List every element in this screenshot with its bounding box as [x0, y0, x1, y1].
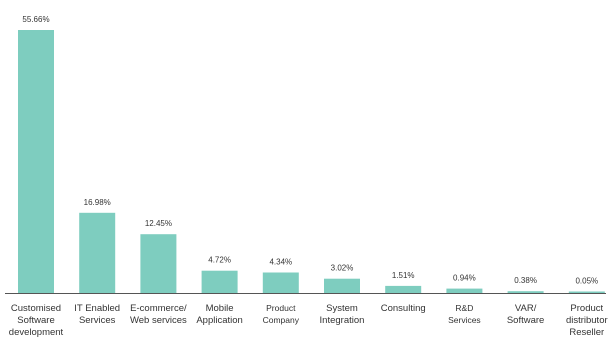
category-label: Mobile Application	[196, 303, 242, 326]
bar	[568, 291, 605, 293]
category-label-line: E-commerce/	[130, 303, 187, 314]
category-label-line: Consulting	[381, 303, 426, 314]
category-label: IT Enabled Services	[74, 303, 120, 326]
bar-value-label: 0.94%	[453, 274, 476, 283]
category-label-line: Application	[196, 315, 242, 326]
category-label-line: Reseller	[569, 327, 604, 338]
category-label-line: Software	[507, 315, 545, 326]
category-label-line: Software	[17, 315, 55, 326]
value-labels-group: 55.66% 16.98% 12.45% 4.72% 4.34% 3.02% 1.51% 0.…	[22, 15, 598, 286]
bar	[140, 234, 177, 293]
category-label: System Integration	[320, 303, 365, 326]
category-label-line: Integration	[320, 315, 365, 326]
category-label-line: VAR/	[515, 303, 537, 314]
bar	[507, 291, 544, 293]
category-label: VAR/Software	[507, 303, 545, 326]
category-label-line: Services	[448, 315, 481, 325]
category-label-line: System	[326, 303, 358, 314]
bar-value-label: 12.45%	[145, 219, 172, 228]
category-label: Consulting	[381, 303, 426, 314]
bar	[385, 285, 422, 293]
bar-value-label: 4.34%	[269, 258, 292, 267]
category-label-line: Company	[263, 315, 300, 325]
category-label-line: R&D	[455, 303, 473, 313]
bar	[18, 30, 54, 293]
bar	[324, 278, 360, 293]
bars-group	[18, 30, 605, 293]
category-label-line: Services	[79, 315, 116, 326]
category-label: Product distributor Reseller	[566, 303, 608, 338]
category-label-line: Product	[570, 303, 603, 314]
category-label-line: Web services	[130, 315, 187, 326]
category-label: Customised Software development	[9, 303, 64, 338]
bar-value-label: 4.72%	[208, 256, 231, 265]
category-label-line: development	[9, 327, 64, 338]
category-label-line: IT Enabled	[74, 303, 120, 314]
category-label: R&D Services	[448, 303, 481, 325]
category-label-line: Product	[266, 303, 296, 313]
bar-value-label: 16.98%	[84, 198, 111, 207]
category-label-line: Customised	[11, 303, 61, 314]
bar-value-label: 55.66%	[22, 15, 49, 24]
category-label-line: Mobile	[206, 303, 234, 314]
bar-value-label: 0.38%	[514, 276, 537, 285]
bar-value-label: 3.02%	[331, 264, 354, 273]
bar	[446, 288, 483, 293]
bar-value-label: 0.05%	[575, 277, 598, 286]
category-label: E-commerce/Web services	[130, 303, 187, 326]
bar	[79, 212, 116, 293]
bar-value-label: 1.51%	[392, 271, 415, 280]
bar	[262, 272, 299, 293]
category-label-line: distributor	[566, 315, 608, 326]
bar	[201, 270, 238, 293]
category-label: Product Company	[263, 303, 300, 325]
